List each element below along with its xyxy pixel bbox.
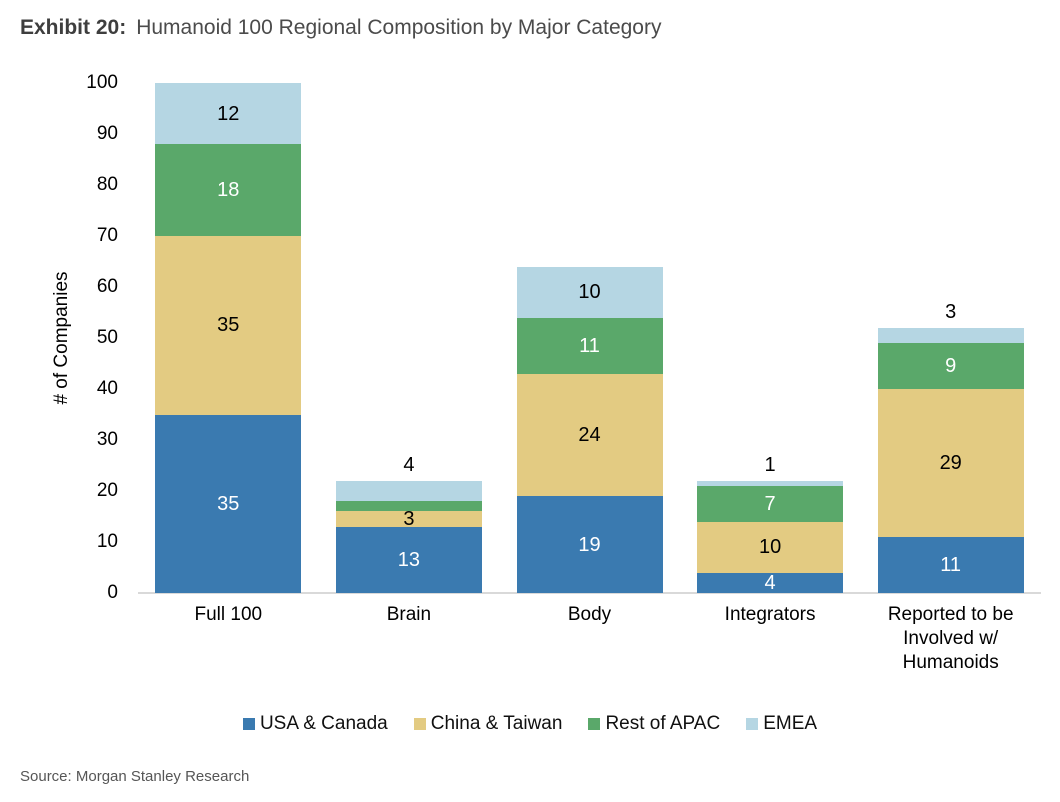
y-tick-label: 20 bbox=[96, 480, 118, 501]
data-label: 3 bbox=[403, 508, 415, 531]
data-label: 4 bbox=[764, 571, 776, 594]
plot-area: 35351812133241924111041071112993 bbox=[138, 83, 1041, 594]
x-axis-line bbox=[138, 592, 1041, 594]
legend-item: USA & Canada bbox=[242, 713, 388, 735]
exhibit-number-label: Exhibit 20: bbox=[20, 16, 127, 39]
data-label: 24 bbox=[578, 423, 601, 446]
bar-segment bbox=[335, 511, 482, 527]
data-label: 11 bbox=[579, 334, 600, 357]
chart-legend: USA & Canada China & Taiwan Rest of APAC EM… bbox=[0, 710, 1060, 738]
legend-item: EMEA bbox=[746, 713, 817, 735]
bar-segment bbox=[155, 144, 302, 236]
x-category-label: Reported to be Involved w/ Humanoids bbox=[887, 604, 1014, 673]
bar-segment bbox=[877, 343, 1024, 389]
y-tick-label: 50 bbox=[96, 327, 118, 348]
data-label: 10 bbox=[578, 281, 601, 304]
legend-item: China & Taiwan bbox=[413, 713, 563, 735]
bar-segment bbox=[335, 501, 482, 512]
y-tick-label: 80 bbox=[96, 174, 118, 195]
legend-item: Rest of APAC bbox=[588, 713, 720, 735]
bar-segment bbox=[697, 521, 844, 573]
bar-segment bbox=[697, 572, 844, 593]
legend-label: Rest of APAC bbox=[605, 713, 721, 734]
bar-segment bbox=[516, 266, 663, 318]
y-tick-label: 100 bbox=[86, 72, 118, 93]
data-label: 19 bbox=[578, 533, 601, 556]
legend-label: EMEA bbox=[763, 713, 818, 734]
data-label: 35 bbox=[217, 314, 240, 337]
bar-segment bbox=[877, 389, 1024, 537]
data-label: 7 bbox=[764, 492, 776, 515]
source-note: Source: Morgan Stanley Research bbox=[20, 768, 250, 785]
data-label: 1 bbox=[764, 453, 776, 476]
x-category-label: Integrators bbox=[724, 604, 816, 625]
legend-swatch-icon bbox=[746, 718, 759, 730]
legend-label: China & Taiwan bbox=[430, 713, 563, 734]
bar-segment bbox=[335, 526, 482, 593]
bar-segment bbox=[155, 236, 302, 415]
y-tick-label: 90 bbox=[96, 123, 118, 144]
data-label: 35 bbox=[217, 492, 240, 515]
bar-segment bbox=[877, 327, 1024, 344]
data-label: 29 bbox=[939, 451, 962, 474]
data-label: 12 bbox=[217, 102, 240, 125]
x-category-label: Body bbox=[567, 604, 612, 625]
chart-title-text: Humanoid 100 Regional Composition by Maj… bbox=[136, 16, 662, 39]
y-tick-label: 30 bbox=[96, 429, 118, 450]
data-label: 11 bbox=[940, 553, 962, 576]
bar-segment bbox=[516, 373, 663, 497]
chart-title: Exhibit 20: Humanoid 100 Regional Composi… bbox=[20, 14, 1040, 42]
legend-swatch-icon bbox=[413, 718, 426, 730]
data-label: 3 bbox=[945, 300, 957, 323]
bar-segment bbox=[697, 485, 844, 522]
data-label: 9 bbox=[945, 355, 957, 378]
bar-segment bbox=[335, 480, 482, 502]
x-category-label: Full 100 bbox=[194, 604, 263, 625]
x-category-label: Brain bbox=[386, 604, 432, 625]
bar-segment bbox=[877, 536, 1024, 593]
bar-segment bbox=[516, 317, 663, 374]
bar-segment bbox=[516, 496, 663, 593]
y-tick-label: 0 bbox=[107, 582, 118, 603]
y-tick-label: 40 bbox=[96, 378, 118, 399]
legend-label: USA & Canada bbox=[259, 713, 388, 734]
y-tick-label: 70 bbox=[96, 225, 118, 246]
y-tick-label: 60 bbox=[96, 276, 118, 297]
legend-swatch-icon bbox=[242, 718, 255, 730]
legend-swatch-icon bbox=[588, 718, 601, 730]
data-label: 10 bbox=[758, 536, 782, 559]
bar-segment bbox=[697, 480, 844, 486]
data-label: 18 bbox=[217, 179, 240, 202]
bar-segment bbox=[155, 414, 302, 593]
y-tick-label: 10 bbox=[96, 531, 118, 552]
bar-segment bbox=[155, 83, 302, 145]
stacked-bar-chart: Exhibit 20: Humanoid 100 Regional Composi… bbox=[0, 14, 1060, 738]
data-label: 4 bbox=[403, 453, 415, 476]
data-label: 13 bbox=[397, 548, 421, 571]
